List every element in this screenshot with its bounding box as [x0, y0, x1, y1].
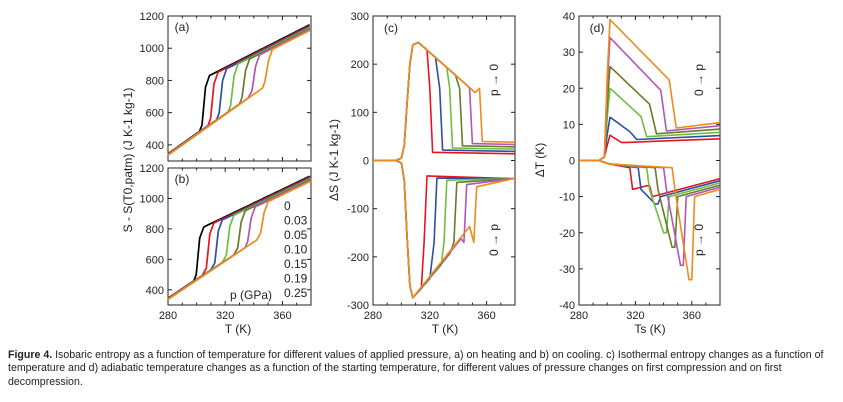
- annotation-decompression-d: p → 0: [692, 224, 706, 256]
- series-a-0_19: [167, 28, 312, 156]
- series-c-dec-0_03: [373, 41, 516, 162]
- series-c-comp-0_25: [373, 159, 516, 299]
- y-tick-label: -10: [559, 192, 575, 204]
- series-d-comp-0_25: [579, 18, 721, 162]
- annotation-compression-d: 0 → p: [692, 64, 706, 96]
- ylabel-ab: S - S(T0,patm) (J K-1 kg-1): [121, 88, 135, 233]
- caption-text: Isobaric entropy as a function of temper…: [8, 349, 824, 388]
- y-tick-label: 1200: [140, 163, 164, 175]
- y-tick-label: 600: [146, 108, 164, 120]
- y-tick-label: -100: [347, 204, 369, 216]
- series-a-0: [167, 24, 310, 155]
- y-tick-label: 40: [563, 11, 575, 23]
- legend-entry-0_15: 0.15: [284, 257, 308, 271]
- y-tick-label: 800: [146, 75, 164, 87]
- y-tick-label: -300: [347, 300, 369, 312]
- annotation-compression: 0 → p: [487, 224, 501, 256]
- x-tick-label: 360: [273, 310, 291, 322]
- series-c-dec-0_10: [373, 41, 516, 162]
- y-tick-label: -40: [559, 300, 575, 312]
- y-tick-label: 10: [563, 119, 575, 131]
- series-c-dec-0_25: [373, 41, 516, 162]
- xlabel-b: T (K): [225, 322, 251, 336]
- legend-entry-0: 0: [284, 199, 291, 213]
- annotation-decompression: p → 0: [487, 64, 501, 96]
- figure-caption: Figure 4. Isobaric entropy as a function…: [8, 349, 838, 389]
- panel-label-c: (c): [384, 21, 398, 35]
- y-tick-label: 400: [146, 140, 164, 152]
- series-a-0_03: [167, 24, 310, 155]
- figure-4: 40060080010001200(a)40060080010001200280…: [121, 11, 721, 336]
- series-c-dec-0_19: [373, 41, 516, 162]
- x-tick-label: 360: [683, 310, 701, 322]
- series-d-dec-0_25: [579, 159, 721, 281]
- panel-label-d: (d): [590, 21, 605, 35]
- legend-entry-0_25: 0.25: [284, 286, 308, 300]
- series-a-0_05: [167, 25, 310, 155]
- series-a-0_10: [167, 26, 310, 156]
- y-tick-label: 20: [563, 83, 575, 95]
- legend-entry-0_19: 0.19: [284, 272, 308, 286]
- legend-entry-0_10: 0.10: [284, 243, 308, 257]
- series-d-comp-0_19: [579, 36, 721, 162]
- y-tick-label: 1000: [140, 43, 164, 55]
- x-tick-label: 320: [216, 310, 234, 322]
- y-tick-label: -30: [559, 264, 575, 276]
- y-tick-label: 400: [146, 285, 164, 297]
- x-tick-label: 280: [364, 310, 382, 322]
- series-d-comp-0_15: [579, 65, 721, 162]
- y-tick-label: 1200: [140, 11, 164, 23]
- ylabel-c: ΔS (J K-1 kg-1): [327, 119, 341, 201]
- series-a-0_25: [167, 29, 310, 156]
- series-c-dec-0_15: [373, 41, 516, 162]
- x-tick-label: 280: [159, 310, 177, 322]
- x-tick-label: 280: [570, 310, 588, 322]
- xlabel-d: Ts (K): [634, 322, 665, 336]
- x-tick-label: 320: [626, 310, 644, 322]
- panel-label-b: (b): [175, 172, 190, 186]
- y-tick-label: 800: [146, 224, 164, 236]
- series-d-dec-0_10: [579, 159, 721, 234]
- series-c-dec-0_05: [373, 41, 516, 162]
- series-a-0_15: [167, 27, 310, 156]
- legend-entry-0_05: 0.05: [284, 228, 308, 242]
- panel-label-a: (a): [175, 20, 190, 34]
- y-tick-label: 0: [569, 156, 575, 168]
- series-d-comp-0_10: [579, 87, 721, 162]
- xlabel-c: T (K): [432, 322, 458, 336]
- y-tick-label: 200: [351, 59, 369, 71]
- y-tick-label: 600: [146, 254, 164, 266]
- y-tick-label: -200: [347, 252, 369, 264]
- caption-label: Figure 4.: [8, 349, 53, 361]
- legend-entry-0_03: 0.03: [284, 214, 308, 228]
- y-tick-label: 1000: [140, 193, 164, 205]
- y-tick-label: 300: [351, 11, 369, 23]
- ylabel-d: ΔT (K): [533, 143, 547, 177]
- series-b-0_25: [167, 180, 312, 301]
- x-tick-label: 360: [477, 310, 495, 322]
- legend-title: p (GPa): [230, 288, 272, 302]
- y-tick-label: -20: [559, 228, 575, 240]
- x-tick-label: 320: [421, 310, 439, 322]
- y-tick-label: 30: [563, 47, 575, 59]
- y-tick-label: 100: [351, 107, 369, 119]
- y-tick-label: 0: [363, 156, 369, 168]
